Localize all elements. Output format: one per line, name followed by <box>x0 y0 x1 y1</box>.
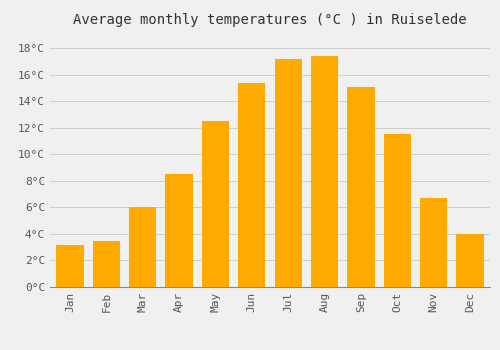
Bar <box>384 134 411 287</box>
Bar <box>166 174 192 287</box>
Bar <box>348 87 374 287</box>
Bar <box>311 56 338 287</box>
Title: Average monthly temperatures (°C ) in Ruiselede: Average monthly temperatures (°C ) in Ru… <box>73 13 467 27</box>
Bar <box>456 234 483 287</box>
Bar <box>238 83 266 287</box>
Bar <box>420 198 448 287</box>
Bar <box>92 240 120 287</box>
Bar <box>129 208 156 287</box>
Bar <box>56 245 84 287</box>
Bar <box>274 59 302 287</box>
Bar <box>202 121 229 287</box>
